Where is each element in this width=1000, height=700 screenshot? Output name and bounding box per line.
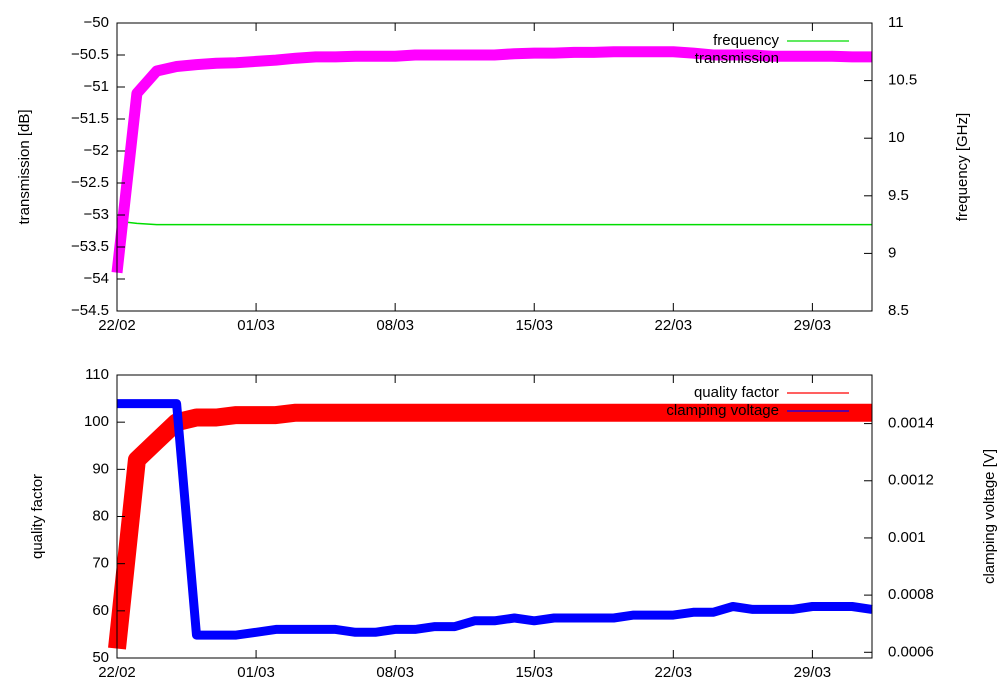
y2-tick-label: 0.0014 bbox=[888, 415, 934, 432]
y-tick-label: −53 bbox=[84, 206, 109, 223]
y-tick-label: −54 bbox=[84, 270, 109, 287]
y-axis-label: transmission [dB] bbox=[16, 109, 33, 224]
y2-tick-label: 9 bbox=[888, 244, 896, 261]
y-tick-label: 70 bbox=[92, 555, 109, 572]
x-tick-label: 22/03 bbox=[655, 664, 693, 681]
y2-tick-label: 10.5 bbox=[888, 72, 917, 89]
y2-axis-label: frequency [GHz] bbox=[954, 113, 971, 221]
series-line bbox=[116, 220, 872, 226]
y-tick-label: −51.5 bbox=[71, 110, 109, 127]
y-tick-label: −53.5 bbox=[71, 238, 109, 255]
x-tick-label: 22/02 bbox=[98, 664, 136, 681]
legend-label: quality factor bbox=[694, 384, 779, 401]
y2-axis-label: clamping voltage [V] bbox=[981, 449, 998, 584]
y2-tick-label: 0.0008 bbox=[888, 586, 934, 603]
x-tick-label: 15/03 bbox=[515, 317, 553, 334]
y-tick-label: −50 bbox=[84, 14, 109, 31]
legend-label: clamping voltage bbox=[666, 402, 779, 419]
legend-label: frequency bbox=[713, 32, 779, 49]
y2-tick-label: 0.0012 bbox=[888, 472, 934, 489]
y-tick-label: −52.5 bbox=[71, 174, 109, 191]
y2-tick-label: 0.001 bbox=[888, 529, 926, 546]
y2-tick-label: 8.5 bbox=[888, 302, 909, 319]
y-tick-label: 110 bbox=[85, 366, 109, 383]
x-tick-label: 22/02 bbox=[98, 317, 136, 334]
y-tick-label: −52 bbox=[84, 142, 109, 159]
series-line bbox=[108, 403, 872, 650]
x-tick-label: 22/03 bbox=[655, 317, 693, 334]
y-tick-label: 60 bbox=[92, 602, 109, 619]
x-tick-label: 29/03 bbox=[794, 664, 832, 681]
y2-tick-label: 11 bbox=[888, 14, 904, 31]
y-tick-label: −50.5 bbox=[71, 46, 109, 63]
x-tick-label: 01/03 bbox=[237, 317, 275, 334]
y-axis-label: quality factor bbox=[29, 474, 46, 559]
x-tick-label: 01/03 bbox=[237, 664, 275, 681]
series-line bbox=[117, 399, 873, 640]
series-line bbox=[111, 46, 872, 274]
y-tick-label: −51 bbox=[84, 78, 109, 95]
plot-frame bbox=[116, 22, 873, 312]
y2-tick-label: 0.0006 bbox=[888, 643, 934, 660]
y-tick-label: 90 bbox=[92, 460, 109, 477]
y2-tick-label: 9.5 bbox=[888, 187, 909, 204]
x-tick-label: 08/03 bbox=[376, 317, 414, 334]
y2-tick-label: 10 bbox=[888, 129, 905, 146]
legend-label: transmission bbox=[695, 50, 779, 67]
x-tick-label: 08/03 bbox=[376, 664, 414, 681]
x-tick-label: 29/03 bbox=[794, 317, 832, 334]
y-tick-label: 80 bbox=[92, 507, 109, 524]
y-tick-label: −54.5 bbox=[71, 302, 109, 319]
y-tick-label: 50 bbox=[92, 649, 109, 666]
x-tick-label: 15/03 bbox=[515, 664, 553, 681]
y-tick-label: 100 bbox=[84, 413, 109, 430]
